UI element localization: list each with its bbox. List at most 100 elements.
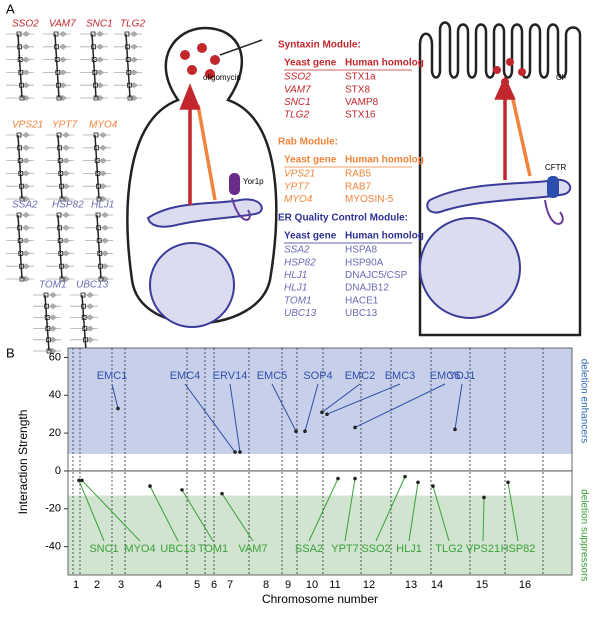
band-label: deletion suppressors [578,489,589,581]
trace-diamond [22,212,30,218]
annotated-point [431,484,435,488]
gene-label: VAM7 [49,19,76,30]
module-title: Syntaxin Module: [278,40,361,51]
trace-point [91,44,96,50]
transporter [229,173,240,195]
trace-point [17,57,23,62]
module-title: ER Quality Control Module: [278,213,408,224]
trace-line [17,214,23,280]
annotation-label: UBC13 [160,543,195,555]
trace-point [126,70,132,75]
trace-point [57,238,63,244]
trace-point [58,170,64,176]
trace-point [16,31,22,37]
diagram-label: Cl- [556,73,567,82]
diagram-label: CFTR [545,163,567,172]
trace-diamond [22,43,30,50]
annotated-point [148,484,152,488]
y-tick-label: -20 [45,503,61,515]
annotation-label: SSA2 [295,543,323,555]
annotation-label: YPT7 [331,543,359,555]
trace-point [56,212,62,218]
trace-point [93,95,99,101]
trace-point [46,348,52,354]
annotated-point [336,476,340,481]
yeast-gene: UBC13 [284,308,317,319]
human-cell [418,21,582,337]
trace-point [19,95,25,101]
trace-point [17,44,23,50]
annotation-leader [507,482,519,542]
trace-point [91,57,97,62]
trace-point [18,263,24,269]
x-axis-title: Chromosome number [262,592,378,606]
annotation-label: SOP4 [303,370,332,382]
trace-point [59,196,65,202]
annotated-point [482,495,486,500]
trace-diamond [59,69,67,76]
trace-diamond [101,212,109,218]
annotation-label: EMC1 [97,370,128,382]
x-tick-label: 3 [118,579,124,591]
gene-label: SSO2 [12,19,39,30]
trace-diamond [62,212,70,218]
trace-diamond [62,224,70,231]
trace-diamond [22,170,30,177]
annotation-leader [344,478,356,542]
trace-diamond [130,56,138,63]
trace-point [81,303,86,309]
trace-diamond [96,31,104,37]
yeast-cell [126,26,278,325]
annotation-leader [326,383,401,415]
human-homolog: STX16 [345,110,376,121]
x-tick-label: 5 [194,579,200,591]
annotation-leader [432,485,450,542]
column-header: Yeast gene [284,231,337,242]
yeast-gene: SSO2 [284,72,311,83]
annotation-label: EMC6 [430,370,461,382]
column-header: Human homolog [345,155,424,166]
trace-point [16,132,22,138]
annotation-label: HSP82 [501,543,536,555]
trace-point [94,158,100,164]
annotation-label: TLG2 [435,543,463,555]
yeast-vesicles [180,43,220,79]
module-title: Rab Module: [278,137,338,148]
trace-point [18,82,24,88]
trace-point [90,31,96,37]
trace-point [125,57,131,62]
y-tick-label: 40 [49,389,61,401]
trace-diamond [62,170,70,177]
trace-diamond [62,144,70,151]
annotation-label: ERV14 [213,370,248,382]
gene-label: TLG2 [120,19,145,30]
human-homolog: RAB7 [345,181,372,192]
trace-diamond [101,263,109,270]
trace-line [54,33,60,99]
trace-diamond [130,69,138,76]
trace-diamond [59,56,67,63]
annotated-point [294,429,298,434]
trace-point [124,31,130,37]
trace-diamond [49,303,57,310]
trace-point [94,145,99,151]
yeast-gene: HSP82 [284,257,316,268]
trace-diamond [49,314,57,321]
column-header: Yeast gene [284,155,337,166]
annotation-label: EMC5 [257,370,288,382]
trace-diamond [99,144,107,151]
trace-point [18,70,24,75]
trace-line [57,134,63,200]
trace-diamond [22,69,30,76]
trace-diamond [62,132,70,138]
annotation-label: HLJ1 [396,543,422,555]
trace-point [95,212,101,218]
trace-diamond [101,237,109,244]
trace-point [96,196,102,202]
x-tick-label: 12 [363,579,375,591]
y-axis-title: Interaction Strength [16,410,30,515]
annotation-leader [454,383,463,430]
trace-line [91,33,97,99]
trace-point [57,158,63,164]
x-tick-label: 11 [329,579,340,591]
